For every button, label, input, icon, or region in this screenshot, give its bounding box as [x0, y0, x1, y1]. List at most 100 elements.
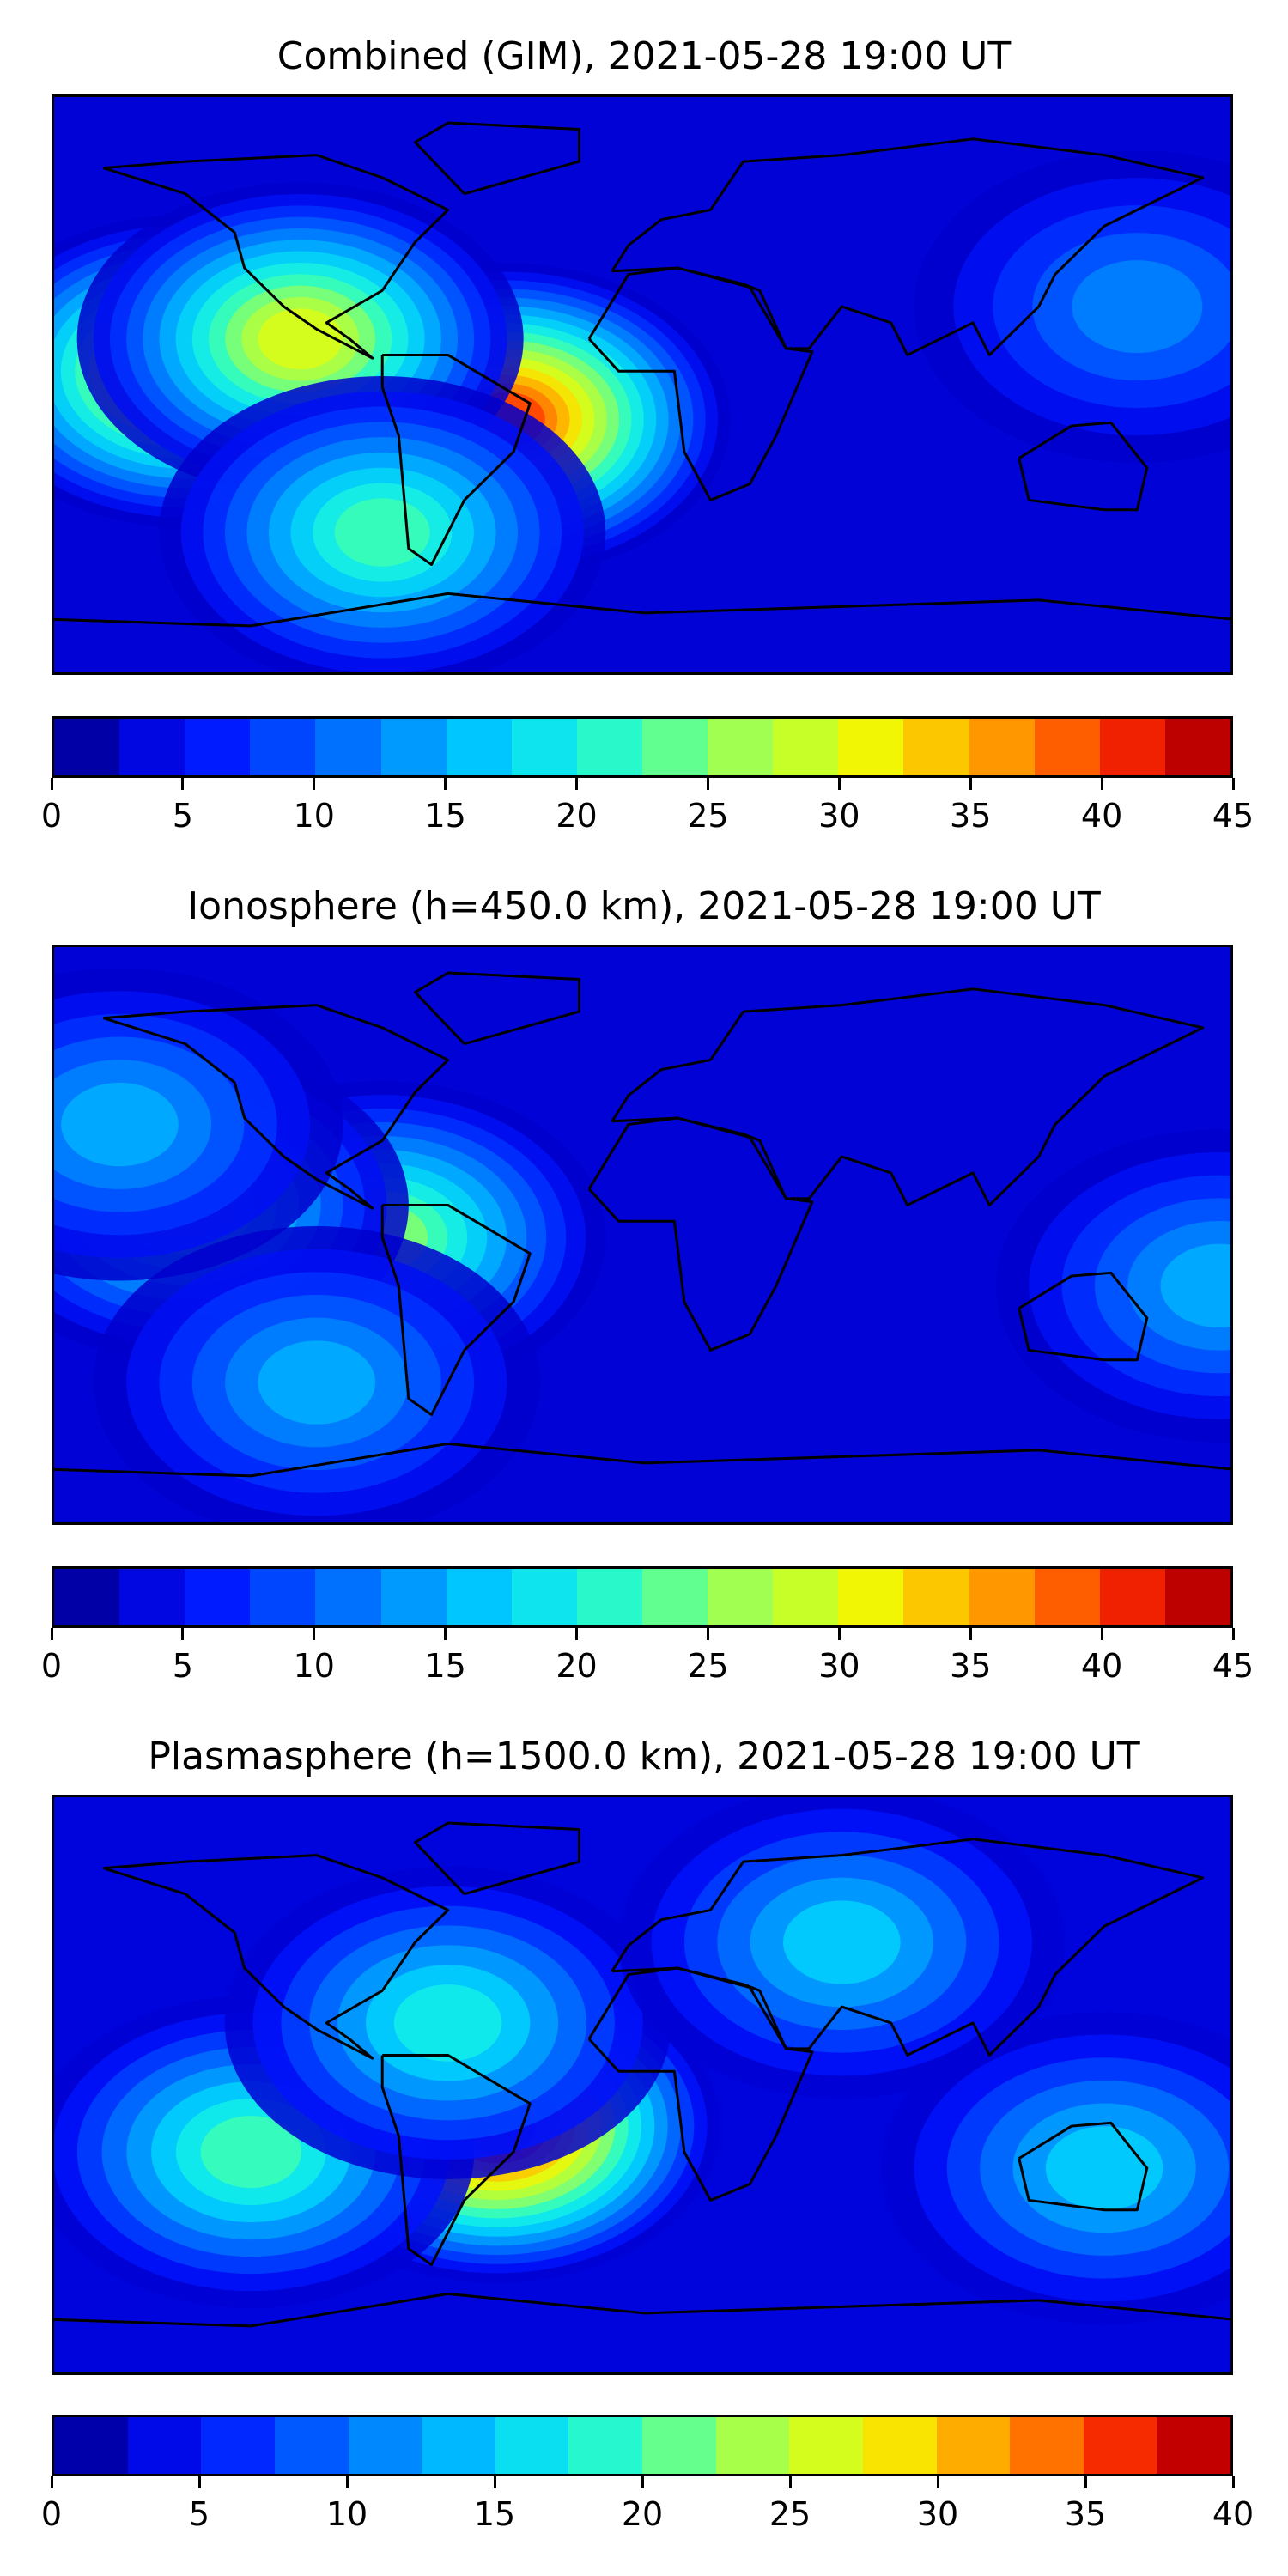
colorbar-cell [708, 719, 774, 775]
coastline [54, 2292, 1230, 2328]
colorbar-cell [715, 2417, 790, 2474]
colorbar-tick [641, 2476, 644, 2488]
coastline [587, 1966, 814, 2202]
field-contour [258, 308, 343, 369]
coastline [102, 154, 450, 360]
field-contour [258, 1340, 376, 1425]
colorbar-cell [380, 1569, 447, 1625]
panel-3-colorbar [52, 2415, 1233, 2476]
colorbar-cell [936, 2417, 1011, 2474]
colorbar-tick [969, 778, 972, 790]
colorbar-tick-label: 0 [40, 2495, 63, 2533]
colorbar-cell [1083, 2417, 1157, 2474]
colorbar-tick [837, 1628, 841, 1640]
coastline [102, 1004, 450, 1210]
colorbar-tick [1100, 1628, 1103, 1640]
field-contour [61, 1082, 179, 1167]
coastline [380, 2053, 532, 2267]
colorbar-tick [788, 2476, 792, 2488]
colorbar-cell [422, 2417, 495, 2474]
colorbar-tick-label: 0 [40, 1647, 63, 1685]
colorbar-tick-label: 20 [556, 1647, 598, 1685]
colorbar-cell [838, 1569, 904, 1625]
colorbar-tick [1100, 778, 1103, 790]
coastline [413, 1821, 581, 1896]
colorbar-tick-label: 40 [1080, 797, 1123, 835]
colorbar-cell [773, 1569, 839, 1625]
colorbar-cell [1099, 719, 1165, 775]
colorbar-tick [969, 1628, 972, 1640]
panel-1-colorbar [52, 716, 1233, 778]
colorbar-cell [348, 2417, 422, 2474]
colorbar-tick [50, 778, 53, 790]
colorbar-tick [1084, 2476, 1087, 2488]
colorbar-tick [313, 778, 316, 790]
colorbar-cell [969, 1569, 1035, 1625]
colorbar-tick-label: 35 [950, 1647, 992, 1685]
coastline [611, 1838, 1205, 2057]
panel-2-map [52, 945, 1233, 1525]
colorbar-tick-label: 30 [818, 1647, 860, 1685]
colorbar-tick [197, 2476, 201, 2488]
coastline [1018, 1271, 1149, 1362]
colorbar-cell [511, 1569, 577, 1625]
colorbar-tick-label: 10 [293, 797, 335, 835]
colorbar-cell [54, 2417, 128, 2474]
colorbar-tick-label: 40 [1212, 2495, 1255, 2533]
colorbar-cell [185, 719, 251, 775]
colorbar-tick-label: 45 [1212, 797, 1255, 835]
colorbar-tick-label: 5 [172, 1647, 193, 1685]
coastline [380, 1203, 532, 1417]
field-contour [200, 2116, 302, 2189]
colorbar-cell [903, 1569, 969, 1625]
colorbar-cell [511, 719, 577, 775]
colorbar-cell [1157, 2417, 1230, 2474]
colorbar-tick [50, 1628, 53, 1640]
coastline [54, 1442, 1230, 1478]
coastline [413, 971, 581, 1046]
colorbar-tick-label: 25 [769, 2495, 811, 2533]
colorbar-tick-label: 20 [556, 797, 598, 835]
colorbar-tick [936, 2476, 939, 2488]
colorbar-tick-label: 20 [621, 2495, 664, 2533]
colorbar-tick [444, 1628, 447, 1640]
colorbar-tick [575, 1628, 579, 1640]
colorbar-tick [1231, 1628, 1235, 1640]
colorbar-tick [1231, 2476, 1235, 2488]
colorbar-cell [250, 719, 316, 775]
colorbar-tick [575, 778, 579, 790]
field-contour [1072, 260, 1203, 354]
panel-2-title: Ionosphere (h=450.0 km), 2021-05-28 19:0… [187, 884, 1101, 928]
colorbar-cell [838, 719, 904, 775]
coastline [611, 137, 1205, 356]
colorbar-cell [315, 1569, 381, 1625]
colorbar-cell [576, 1569, 642, 1625]
colorbar-tick [345, 2476, 349, 2488]
colorbar-tick-label: 5 [188, 2495, 210, 2533]
panel-3-map [52, 1795, 1233, 2375]
coastline [380, 353, 532, 567]
panel-2-field [54, 947, 1230, 1522]
coastline [587, 266, 814, 501]
coastline [102, 1854, 450, 2060]
colorbar-cell [446, 719, 512, 775]
colorbar-tick-label: 0 [40, 797, 63, 835]
field-contour [1045, 2126, 1163, 2210]
colorbar-cell [1010, 2417, 1084, 2474]
colorbar-cell [568, 2417, 642, 2474]
colorbar-tick [1231, 778, 1235, 790]
colorbar-tick [493, 2476, 496, 2488]
colorbar-tick [313, 1628, 316, 1640]
colorbar-cell [54, 1569, 120, 1625]
colorbar-tick [444, 778, 447, 790]
field-contour [334, 498, 430, 567]
colorbar-cell [576, 719, 642, 775]
panel-1-field [54, 97, 1230, 672]
colorbar-tick [181, 1628, 185, 1640]
panel-1-map [52, 94, 1233, 675]
colorbar-tick [837, 778, 841, 790]
colorbar-cell [495, 2417, 569, 2474]
colorbar-cell [127, 2417, 202, 2474]
colorbar-cell [1034, 1569, 1100, 1625]
panel-2-colorbar-ticks: 0 5 10 15 20 25 30 35 40 45 [41, 1628, 1254, 1685]
